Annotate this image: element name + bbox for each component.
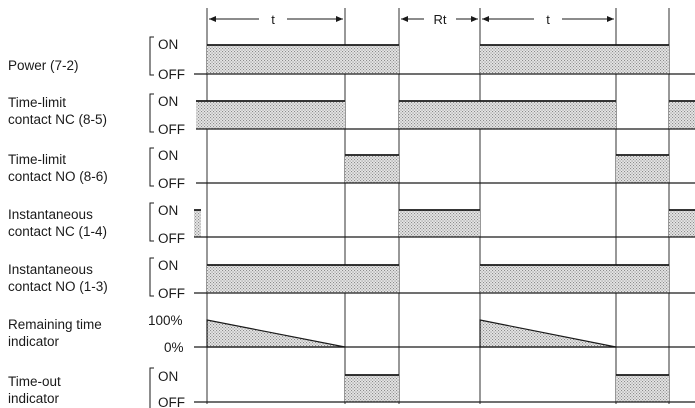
state-high-label: ON <box>158 148 178 163</box>
state-bracket <box>149 367 154 408</box>
arrow-head <box>471 16 478 22</box>
on-pulse <box>345 375 399 402</box>
state-high-label: ON <box>158 258 178 273</box>
row-label-line: Time-limit <box>8 95 66 110</box>
on-pulse <box>196 101 345 129</box>
state-low-label: OFF <box>158 176 185 191</box>
dimension-t-2: t <box>482 12 614 27</box>
state-high-label: ON <box>158 369 178 384</box>
arrow-head <box>607 16 614 22</box>
on-pulse <box>207 45 399 74</box>
row-label-line: Instantaneous <box>8 207 93 222</box>
arrow-head <box>336 16 343 22</box>
state-bracket <box>149 36 154 76</box>
on-pulse <box>399 210 480 237</box>
row-time-out: Time-out indicator ON OFF <box>8 367 695 408</box>
row-instantaneous-no: Instantaneous contact NO (1-3) ON OFF <box>8 257 695 301</box>
row-label: Time-limit contact NC (8-5) <box>8 95 107 127</box>
dimension-label: Rt <box>434 12 447 27</box>
row-label: Instantaneous contact NC (1-4) <box>8 207 107 239</box>
on-pulse <box>345 155 399 183</box>
row-label-line: Time-limit <box>8 152 66 167</box>
on-pulse <box>399 101 616 129</box>
row-label: Time-limit contact NO (8-6) <box>8 152 108 184</box>
on-pulse <box>616 375 669 402</box>
state-low-label: OFF <box>158 67 185 82</box>
state-bracket <box>149 202 154 242</box>
arrow-head <box>401 16 408 22</box>
row-time-limit-nc: Time-limit contact NC (8-5) ON OFF <box>8 93 695 137</box>
state-low-label: OFF <box>158 286 185 301</box>
row-power: Power (7-2) ON OFF <box>8 36 695 82</box>
dimension-label: t <box>546 12 550 27</box>
state-low-label: 0% <box>164 340 184 355</box>
row-label-line: contact NO (8-6) <box>8 169 108 184</box>
row-label-line: Time-out <box>8 374 61 389</box>
row-remaining-time: Remaining time indicator 100% 0% <box>8 313 695 355</box>
dimension-rt: Rt <box>401 12 478 27</box>
state-bracket <box>149 93 154 133</box>
on-pulse <box>480 45 669 74</box>
on-pulse <box>480 265 669 293</box>
row-label: Instantaneous contact NO (1-3) <box>8 262 108 294</box>
arrow-head <box>482 16 489 22</box>
arrow-head <box>209 16 216 22</box>
state-high-label: ON <box>158 37 178 52</box>
row-label-line: indicator <box>8 391 60 406</box>
state-high-label: ON <box>158 94 178 109</box>
row-label: Time-out indicator <box>8 374 61 406</box>
row-label-line: contact NC (8-5) <box>8 112 107 127</box>
row-label: Remaining time indicator <box>8 317 102 349</box>
row-instantaneous-nc: Instantaneous contact NC (1-4) ON OFF <box>8 202 695 246</box>
state-low-label: OFF <box>158 122 185 137</box>
row-label-line: contact NO (1-3) <box>8 279 108 294</box>
on-pulse <box>669 101 695 129</box>
on-pulse <box>669 210 695 237</box>
row-label: Power (7-2) <box>8 58 79 73</box>
row-label-line: Power (7-2) <box>8 58 79 73</box>
state-high-label: ON <box>158 203 178 218</box>
row-time-limit-no: Time-limit contact NO (8-6) ON OFF <box>8 147 695 191</box>
row-label-line: Remaining time <box>8 317 102 332</box>
state-bracket <box>149 257 154 297</box>
on-pulse <box>616 155 669 183</box>
dimension-t-1: t <box>209 12 343 27</box>
on-pulse <box>194 210 201 237</box>
state-low-label: OFF <box>158 231 185 246</box>
row-label-line: indicator <box>8 334 60 349</box>
row-label-line: Instantaneous <box>8 262 93 277</box>
state-low-label: OFF <box>158 395 185 408</box>
dimension-label: t <box>271 12 275 27</box>
countdown-ramp <box>479 319 617 348</box>
countdown-ramp <box>206 319 346 348</box>
on-pulse <box>207 265 399 293</box>
state-high-label: 100% <box>148 313 183 328</box>
state-bracket <box>149 147 154 187</box>
row-label-line: contact NC (1-4) <box>8 224 107 239</box>
